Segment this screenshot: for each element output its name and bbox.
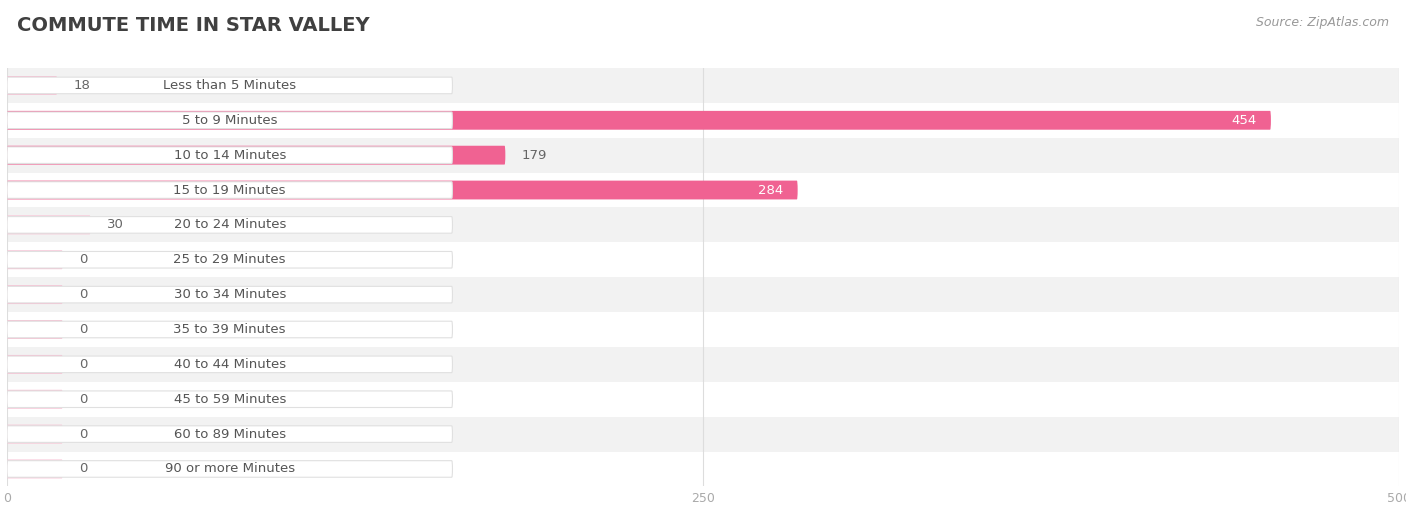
- Text: 18: 18: [75, 79, 91, 92]
- Bar: [7, 417, 1399, 451]
- Bar: [7, 208, 1399, 242]
- Text: 30: 30: [107, 219, 124, 231]
- FancyBboxPatch shape: [7, 252, 453, 268]
- Bar: [7, 347, 1399, 382]
- Text: 0: 0: [79, 288, 87, 301]
- Text: 20 to 24 Minutes: 20 to 24 Minutes: [173, 219, 285, 231]
- Bar: [7, 173, 1399, 208]
- Bar: [7, 68, 1399, 103]
- FancyBboxPatch shape: [7, 390, 63, 408]
- Bar: [7, 451, 1399, 486]
- FancyBboxPatch shape: [7, 391, 453, 407]
- Text: 30 to 34 Minutes: 30 to 34 Minutes: [173, 288, 285, 301]
- Text: 35 to 39 Minutes: 35 to 39 Minutes: [173, 323, 285, 336]
- Text: Source: ZipAtlas.com: Source: ZipAtlas.com: [1256, 16, 1389, 29]
- FancyBboxPatch shape: [7, 215, 90, 234]
- FancyBboxPatch shape: [7, 146, 505, 165]
- FancyBboxPatch shape: [7, 217, 453, 233]
- Text: Less than 5 Minutes: Less than 5 Minutes: [163, 79, 297, 92]
- FancyBboxPatch shape: [7, 425, 63, 444]
- Bar: [7, 138, 1399, 173]
- Text: 454: 454: [1232, 114, 1257, 127]
- FancyBboxPatch shape: [7, 77, 453, 94]
- FancyBboxPatch shape: [7, 320, 63, 339]
- FancyBboxPatch shape: [7, 147, 453, 164]
- FancyBboxPatch shape: [7, 285, 63, 304]
- FancyBboxPatch shape: [7, 426, 453, 442]
- Text: 60 to 89 Minutes: 60 to 89 Minutes: [174, 428, 285, 440]
- Text: 25 to 29 Minutes: 25 to 29 Minutes: [173, 253, 285, 266]
- Bar: [7, 103, 1399, 138]
- Text: 90 or more Minutes: 90 or more Minutes: [165, 462, 295, 475]
- FancyBboxPatch shape: [7, 180, 797, 199]
- Bar: [7, 382, 1399, 417]
- Text: 0: 0: [79, 428, 87, 440]
- Text: COMMUTE TIME IN STAR VALLEY: COMMUTE TIME IN STAR VALLEY: [17, 16, 370, 35]
- FancyBboxPatch shape: [7, 112, 453, 129]
- Bar: [7, 277, 1399, 312]
- Text: 15 to 19 Minutes: 15 to 19 Minutes: [173, 184, 285, 197]
- Text: 179: 179: [522, 149, 547, 162]
- FancyBboxPatch shape: [7, 76, 58, 95]
- Text: 5 to 9 Minutes: 5 to 9 Minutes: [181, 114, 277, 127]
- FancyBboxPatch shape: [7, 460, 63, 479]
- Text: 45 to 59 Minutes: 45 to 59 Minutes: [173, 393, 285, 406]
- Text: 284: 284: [758, 184, 783, 197]
- FancyBboxPatch shape: [7, 181, 453, 198]
- Text: 0: 0: [79, 358, 87, 371]
- FancyBboxPatch shape: [7, 286, 453, 303]
- FancyBboxPatch shape: [7, 321, 453, 338]
- Text: 0: 0: [79, 253, 87, 266]
- Text: 0: 0: [79, 393, 87, 406]
- FancyBboxPatch shape: [7, 461, 453, 477]
- Bar: [7, 312, 1399, 347]
- FancyBboxPatch shape: [7, 356, 453, 373]
- Text: 0: 0: [79, 323, 87, 336]
- Bar: [7, 242, 1399, 277]
- Text: 10 to 14 Minutes: 10 to 14 Minutes: [173, 149, 285, 162]
- Text: 40 to 44 Minutes: 40 to 44 Minutes: [174, 358, 285, 371]
- Text: 0: 0: [79, 462, 87, 475]
- FancyBboxPatch shape: [7, 111, 1271, 130]
- FancyBboxPatch shape: [7, 355, 63, 374]
- FancyBboxPatch shape: [7, 251, 63, 269]
